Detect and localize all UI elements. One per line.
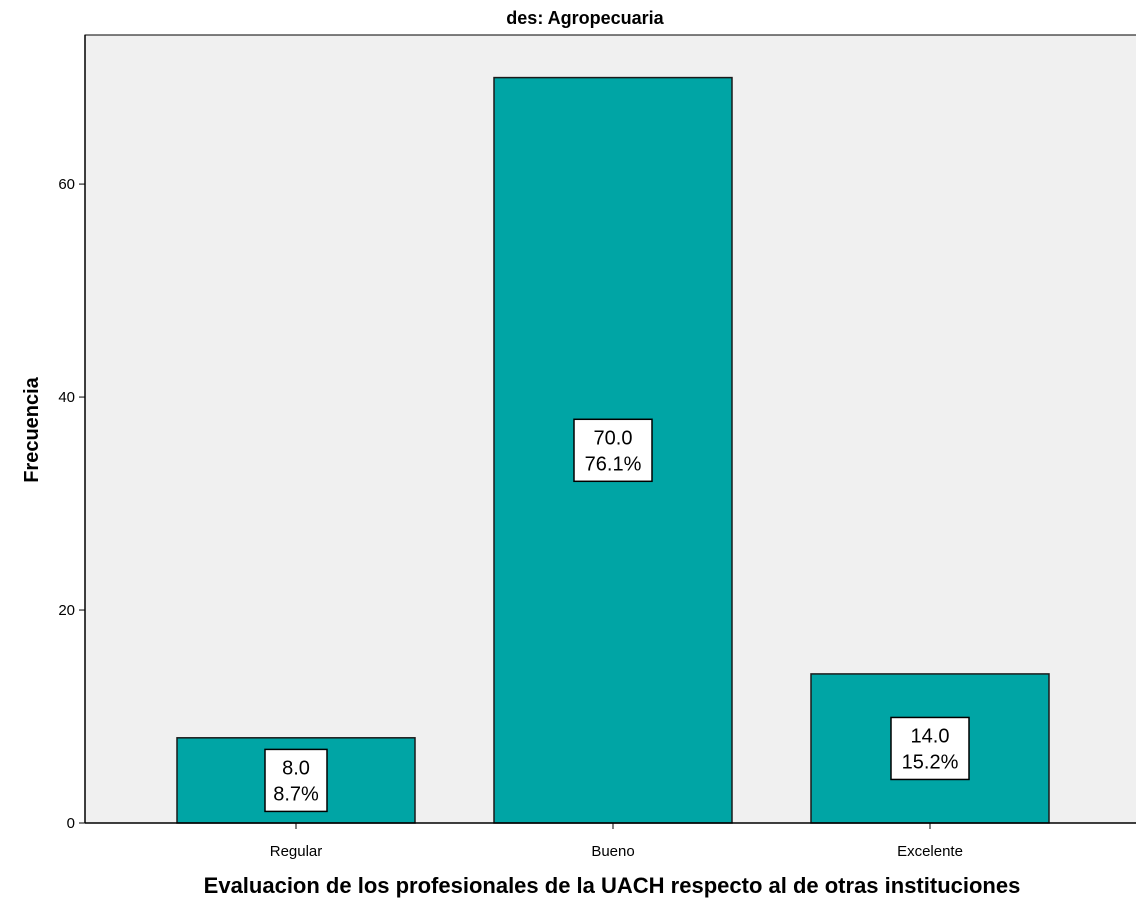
y-tick-label: 20	[58, 602, 75, 619]
y-axis-ticks: 0 20 40 60	[58, 176, 85, 832]
chart-title: des: Agropecuaria	[506, 8, 664, 28]
data-label-percent: 15.2%	[902, 751, 959, 773]
data-label-percent: 76.1%	[585, 453, 642, 475]
y-tick-label: 40	[58, 389, 75, 406]
x-tick-label: Bueno	[591, 843, 634, 860]
data-label-percent: 8.7%	[273, 783, 319, 805]
data-label-box	[264, 748, 328, 813]
data-label-count: 8.0	[282, 757, 310, 779]
data-label-box	[573, 418, 653, 483]
x-axis-ticks: Regular Bueno Excelente	[270, 823, 963, 860]
bars: 8.0 8.7% 70.0 76.1% 14.0 15.2%	[176, 76, 1050, 824]
data-label-box	[890, 716, 970, 781]
x-axis-title: Evaluacion de los profesionales de la UA…	[204, 873, 1021, 898]
data-label-count: 14.0	[911, 725, 950, 747]
y-tick-label: 60	[58, 176, 75, 193]
x-tick-label: Regular	[270, 843, 323, 860]
y-tick-label: 0	[67, 815, 75, 832]
y-axis-title: Frecuencia	[21, 376, 43, 482]
data-label-count: 70.0	[594, 427, 633, 449]
x-tick-label: Excelente	[897, 843, 963, 860]
